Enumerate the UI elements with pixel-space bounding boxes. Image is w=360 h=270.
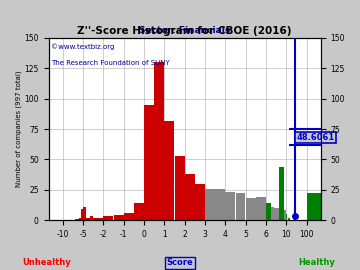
Text: 48.6061: 48.6061 (297, 133, 335, 142)
Bar (86, 218, 90, 220)
Bar (246, 198, 256, 220)
Bar (307, 193, 327, 220)
Bar (185, 174, 195, 220)
Bar (205, 188, 215, 220)
Bar (256, 197, 266, 220)
Bar (144, 105, 154, 220)
Text: Sector: Financials: Sector: Financials (139, 26, 230, 35)
Bar (281, 209, 284, 220)
Bar (225, 192, 235, 220)
Title: Z''-Score Histogram for CBOE (2016): Z''-Score Histogram for CBOE (2016) (77, 26, 292, 36)
Bar (124, 213, 134, 220)
Bar (274, 208, 276, 220)
Bar (276, 208, 279, 220)
Bar (81, 209, 83, 220)
Bar (165, 120, 174, 220)
Bar (93, 218, 96, 220)
Bar (215, 188, 225, 220)
Text: ©www.textbiz.org: ©www.textbiz.org (51, 43, 114, 50)
Bar (279, 208, 281, 220)
Bar (96, 218, 100, 220)
Bar (114, 215, 123, 220)
Bar (279, 167, 284, 220)
Text: The Research Foundation of SUNY: The Research Foundation of SUNY (51, 60, 170, 66)
Y-axis label: Number of companies (997 total): Number of companies (997 total) (15, 71, 22, 187)
Text: Score: Score (167, 258, 193, 267)
Bar (103, 217, 113, 220)
Bar (235, 193, 246, 220)
Bar (22, 214, 32, 220)
Bar (77, 219, 79, 220)
Bar (134, 203, 144, 220)
Bar (175, 156, 185, 220)
Bar (266, 203, 269, 220)
Bar (284, 210, 286, 220)
Bar (154, 62, 164, 220)
Bar (90, 217, 93, 220)
Text: Healthy: Healthy (298, 258, 335, 267)
Bar (266, 203, 271, 220)
Bar (195, 184, 205, 220)
Bar (75, 219, 77, 220)
Bar (271, 207, 274, 220)
Bar (100, 218, 103, 220)
Bar (83, 207, 86, 220)
Bar (79, 218, 81, 220)
Bar (269, 205, 271, 220)
Text: Unhealthy: Unhealthy (22, 258, 71, 267)
